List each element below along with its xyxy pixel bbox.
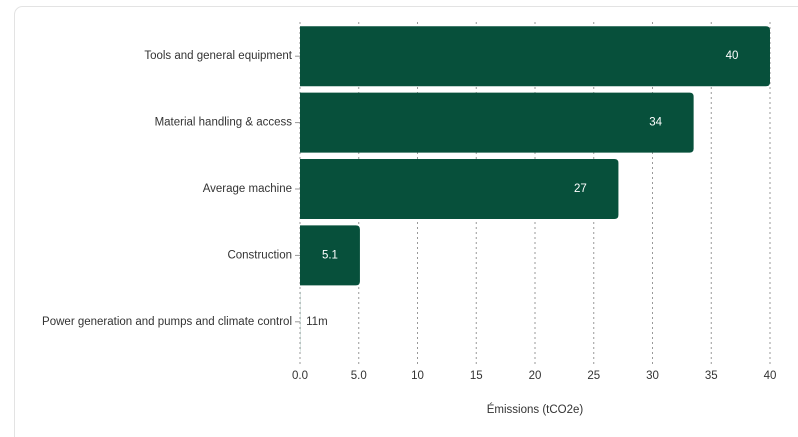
x-tick-label: 35 bbox=[705, 370, 718, 382]
x-axis-title: Émissions (tCO2e) bbox=[487, 403, 584, 416]
y-tick-label: Construction bbox=[227, 249, 292, 261]
bar bbox=[300, 26, 770, 87]
value-label: 5.1 bbox=[322, 249, 338, 261]
value-label: 34 bbox=[649, 117, 662, 129]
value-label: 27 bbox=[574, 183, 587, 195]
x-tick-label: 10 bbox=[411, 370, 424, 382]
x-tick-label: 20 bbox=[529, 370, 542, 382]
y-tick-label: Material handling & access bbox=[155, 117, 293, 129]
y-tick-label: Average machine bbox=[203, 183, 292, 195]
y-tick-label: Tools and general equipment bbox=[144, 50, 292, 62]
y-tick-label: Power generation and pumps and climate c… bbox=[42, 316, 292, 328]
x-tick-label: 5.0 bbox=[351, 370, 367, 382]
x-tick-label: 30 bbox=[646, 370, 659, 382]
bar bbox=[300, 92, 694, 153]
value-label: 11m bbox=[306, 316, 328, 328]
value-label: 40 bbox=[726, 50, 739, 62]
bar bbox=[300, 225, 360, 286]
x-tick-label: 40 bbox=[764, 370, 777, 382]
x-tick-label: 0.0 bbox=[292, 370, 308, 382]
x-tick-label: 15 bbox=[470, 370, 483, 382]
x-tick-label: 25 bbox=[587, 370, 600, 382]
bar bbox=[300, 159, 619, 219]
